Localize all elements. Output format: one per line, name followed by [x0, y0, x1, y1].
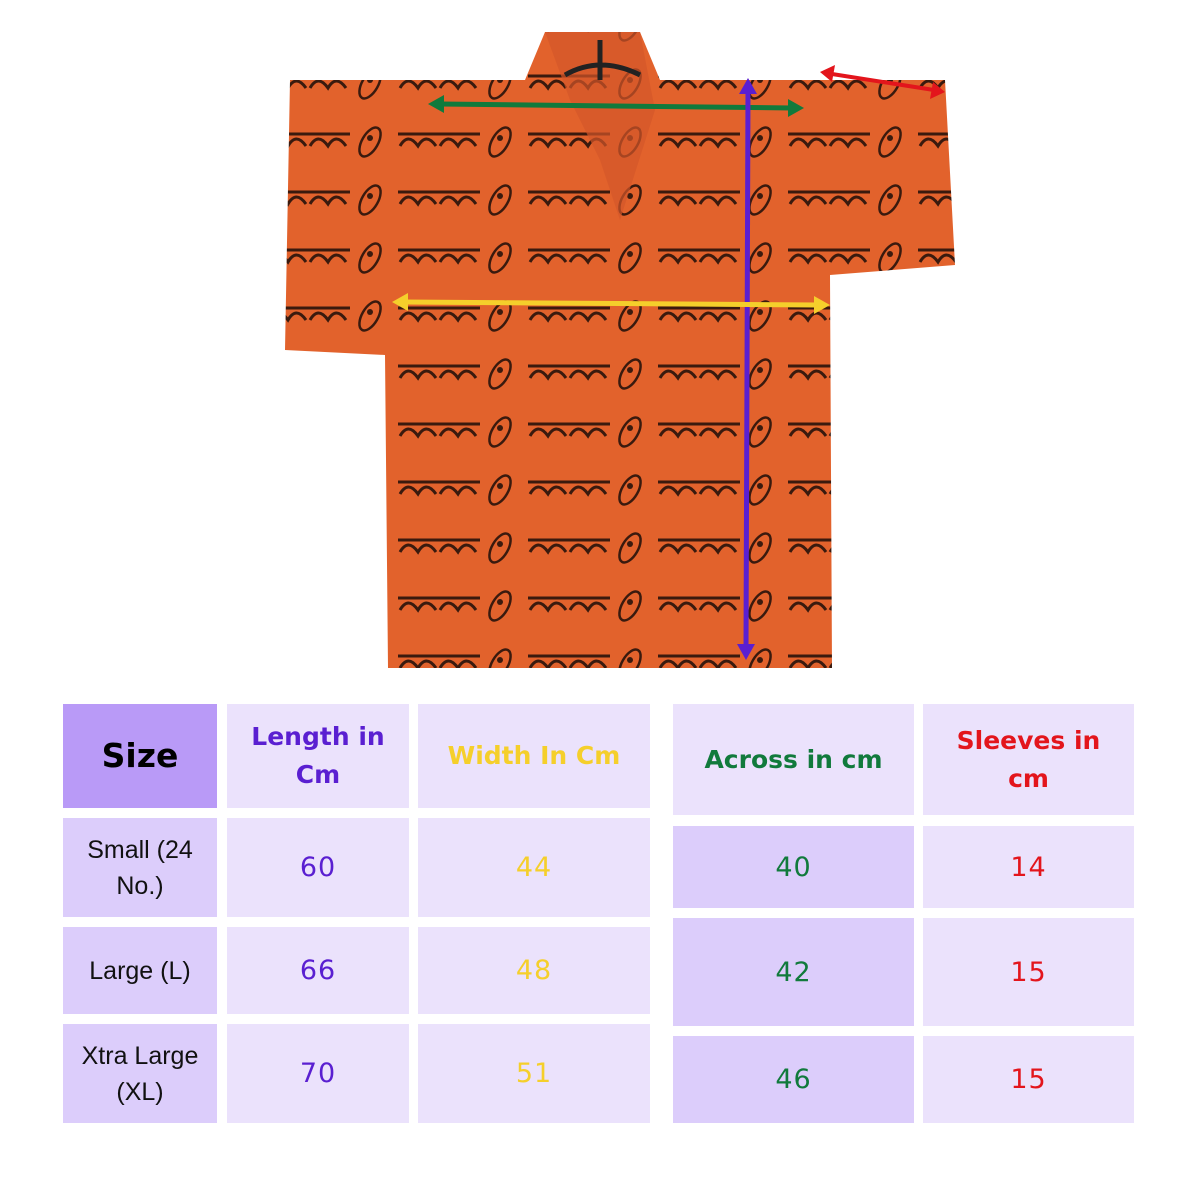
row-size: Xtra Large (XL)	[63, 1024, 217, 1123]
header-size: Size	[63, 704, 217, 808]
row-across: 42	[673, 918, 914, 1026]
row-length: 70	[227, 1024, 409, 1123]
width-arrow	[392, 293, 830, 314]
header-across: Across in cm	[673, 704, 914, 815]
row-size: Small (24 No.)	[63, 818, 217, 917]
row-width: 48	[418, 927, 650, 1014]
header-sleeves: Sleeves in cm	[923, 704, 1134, 815]
row-across: 46	[673, 1036, 914, 1123]
row-size: Large (L)	[63, 927, 217, 1014]
row-length: 66	[227, 927, 409, 1014]
row-sleeves: 15	[923, 1036, 1134, 1123]
length-arrow	[737, 78, 757, 660]
row-width: 51	[418, 1024, 650, 1123]
row-across: 40	[673, 826, 914, 908]
row-sleeves: 15	[923, 918, 1134, 1026]
shirt-photo	[285, 32, 955, 668]
sleeves-arrow	[820, 65, 945, 99]
measure-arrows	[392, 65, 945, 660]
row-width: 44	[418, 818, 650, 917]
across-arrow	[428, 95, 804, 117]
shirt-body	[285, 32, 955, 668]
header-width: Width In Cm	[418, 704, 650, 808]
header-length: Length in Cm	[227, 704, 409, 808]
row-sleeves: 14	[923, 826, 1134, 908]
row-length: 60	[227, 818, 409, 917]
